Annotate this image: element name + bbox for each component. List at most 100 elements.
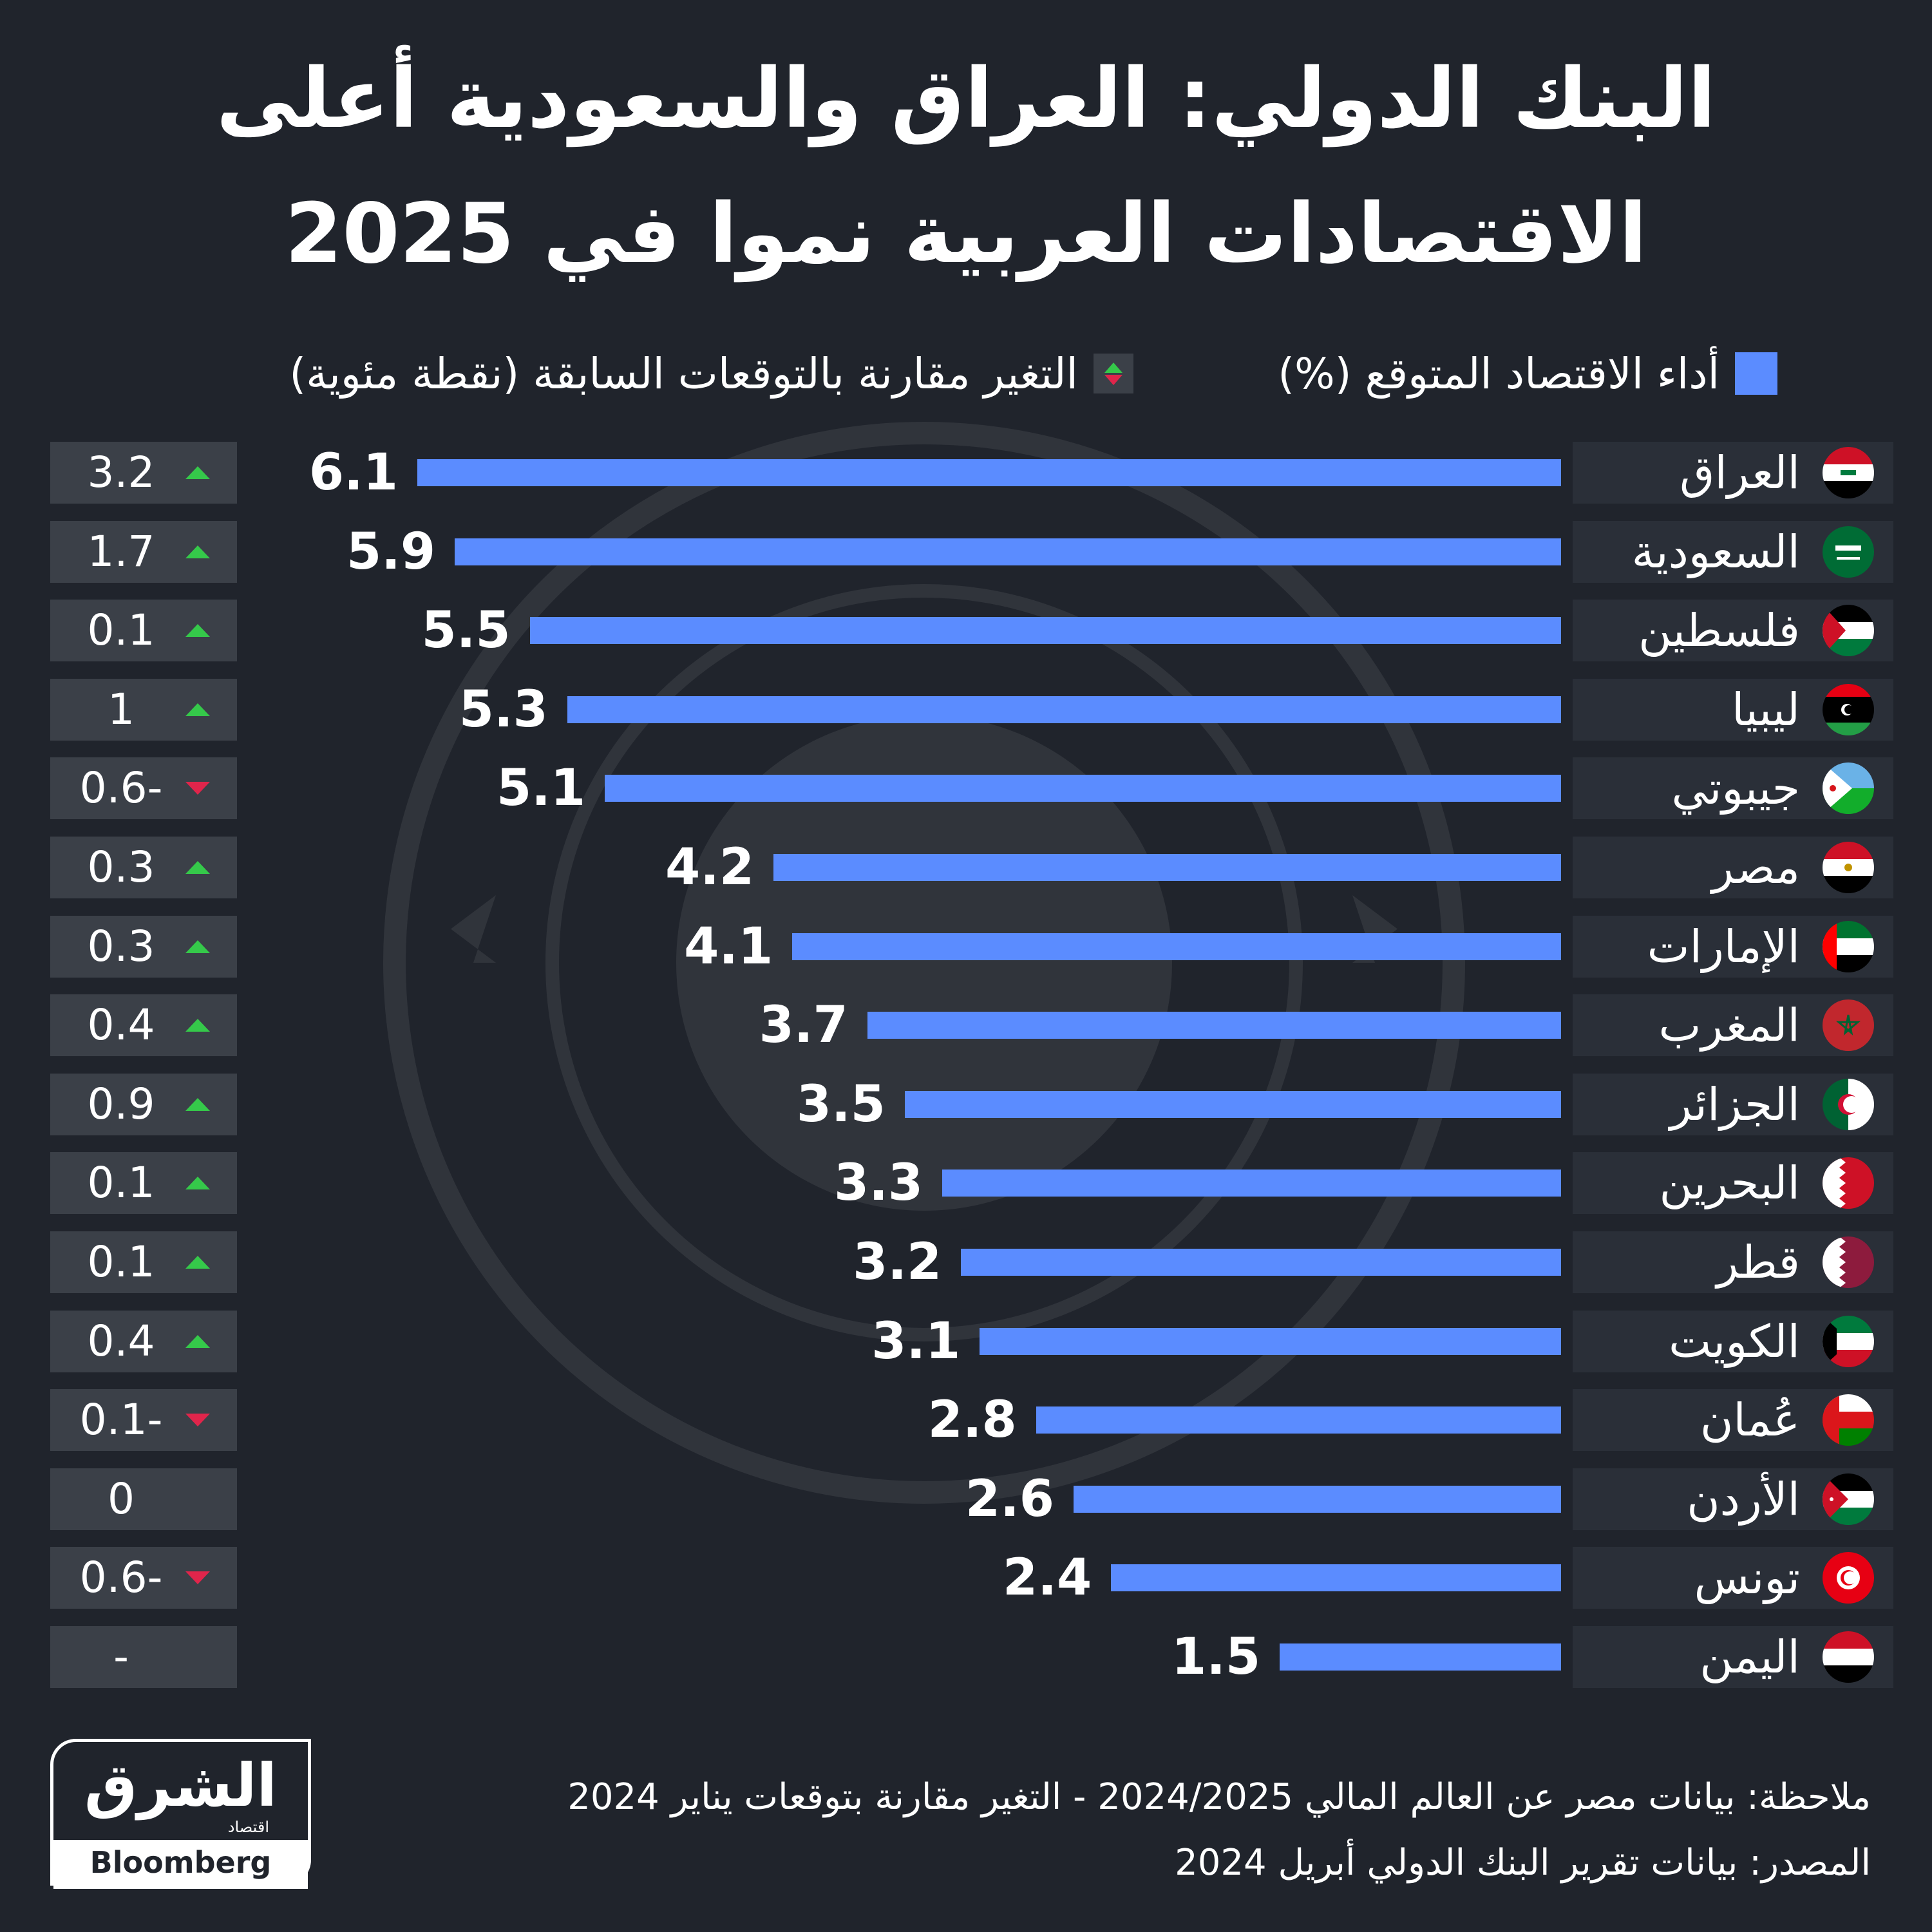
change-value: 0.4 (87, 1316, 155, 1366)
tick-label: الإمارات (1647, 920, 1800, 973)
tick-label: الأردن (1687, 1472, 1800, 1526)
change-cell: 0.3 (50, 915, 237, 978)
chart-title-line-1: البنك الدولي: العراق والسعودية أعلى (216, 51, 1716, 147)
tick-label: اليمن (1700, 1631, 1800, 1683)
tick-label: قطر (1716, 1236, 1800, 1289)
country-row-label: اليمن (1573, 1626, 1893, 1688)
country-row-label: ليبيا (1573, 678, 1893, 741)
country-row-label: تونس (1573, 1547, 1893, 1609)
legend-growth: أداء الاقتصاد المتوقع (%) (1278, 348, 1777, 399)
legend-swatch-bar (1735, 352, 1777, 395)
tick-label: الكويت (1669, 1314, 1800, 1368)
bar (1111, 1564, 1561, 1592)
country-row-label: فلسطين (1573, 600, 1893, 662)
libya-flag-icon (1823, 683, 1874, 735)
country-row-label: مصر (1573, 837, 1893, 898)
change-cell: 1.7 (50, 520, 237, 583)
saudi-flag-icon (1823, 526, 1874, 578)
change-value: 0.1- (79, 1395, 163, 1445)
yemen-flag-icon (1823, 1631, 1874, 1683)
bar (792, 933, 1561, 960)
up-arrow-icon (185, 940, 210, 953)
data-label: 4.2 (665, 838, 755, 896)
djibouti-flag-icon (1823, 762, 1874, 815)
change-value: 0.1 (87, 605, 155, 656)
up-arrow-icon (185, 1334, 210, 1348)
imf-seal-watermark (383, 422, 1465, 1504)
data-label: 5.9 (346, 522, 436, 581)
up-arrow-icon (185, 861, 210, 874)
change-value: 0.1 (87, 1237, 155, 1287)
tick-label: السعودية (1631, 525, 1800, 578)
data-label: 4.1 (684, 917, 773, 976)
bar (567, 696, 1561, 723)
change-cell: 0.1 (50, 600, 237, 662)
change-cell: 0.3 (50, 837, 237, 898)
bar (904, 1090, 1561, 1118)
change-cell: 0.9 (50, 1073, 237, 1135)
down-arrow-icon (185, 1414, 210, 1427)
change-cell: 0.6- (50, 757, 237, 820)
bar (417, 459, 1561, 486)
oman-flag-icon (1823, 1394, 1874, 1446)
uae-flag-icon (1823, 920, 1874, 972)
tick-label: عُمان (1700, 1394, 1800, 1447)
country-row-label: عُمان (1573, 1389, 1893, 1452)
logo-mini-text: اقتصاد (227, 1818, 269, 1836)
tick-label: جيبوتي (1671, 762, 1800, 815)
change-value: 0.3 (87, 921, 155, 971)
change-cell: 1 (50, 678, 237, 741)
jordan-flag-icon (1823, 1473, 1874, 1525)
change-cell: 0.1 (50, 1152, 237, 1215)
iraq-flag-icon (1823, 447, 1874, 498)
change-value: 0.4 (87, 1000, 155, 1050)
bar (1074, 1485, 1561, 1513)
data-label: 5.5 (421, 601, 511, 660)
data-label: 3.3 (834, 1154, 923, 1213)
country-row-label: المغرب (1573, 994, 1893, 1057)
tunisia-flag-icon (1823, 1552, 1874, 1604)
algeria-flag-icon (1823, 1078, 1874, 1130)
up-down-arrows-icon (1094, 354, 1133, 393)
logo-bloomberg-text: Bloomberg (53, 1840, 308, 1889)
down-arrow-icon (185, 782, 210, 795)
change-cell: 0.6- (50, 1547, 237, 1609)
bar (605, 775, 1561, 802)
change-value: 0.6- (79, 1553, 163, 1603)
legend-growth-label: أداء الاقتصاد المتوقع (%) (1278, 348, 1719, 399)
change-value: 3.2 (87, 448, 155, 497)
egypt-flag-icon (1823, 842, 1874, 893)
change-value: - (113, 1632, 129, 1681)
data-label: 2.8 (927, 1391, 1017, 1450)
change-cell: 0 (50, 1468, 237, 1530)
up-arrow-icon (185, 1019, 210, 1032)
chart-title-line-2: الاقتصادات العربية نموا في 2025 (285, 186, 1647, 282)
tick-label: ليبيا (1731, 683, 1800, 736)
legend-change-label: التغير مقارنة بالتوقعات السابقة (نقطة مئ… (289, 348, 1078, 399)
bar (1280, 1643, 1561, 1671)
change-cell: 0.4 (50, 1310, 237, 1372)
bar (455, 538, 1561, 565)
tick-label: فلسطين (1638, 604, 1800, 658)
change-value: 0 (108, 1473, 135, 1524)
asharq-bloomberg-logo: الشرق اقتصاد Bloomberg (50, 1739, 311, 1889)
tick-label: تونس (1694, 1551, 1800, 1605)
change-value: 0.1 (87, 1158, 155, 1208)
data-label: 2.6 (965, 1470, 1055, 1528)
country-row-label: السعودية (1573, 520, 1893, 583)
data-label: 3.2 (853, 1233, 942, 1291)
data-label: 3.7 (759, 996, 848, 1055)
up-arrow-icon (185, 624, 210, 638)
data-label: 2.4 (1003, 1549, 1092, 1607)
data-label: 1.5 (1171, 1628, 1261, 1686)
country-row-label: قطر (1573, 1231, 1893, 1293)
qatar-flag-icon (1823, 1236, 1874, 1288)
change-value: 1.7 (87, 526, 155, 576)
change-value: 0.3 (87, 842, 155, 892)
country-row-label: الأردن (1573, 1468, 1893, 1530)
legend-change: التغير مقارنة بالتوقعات السابقة (نقطة مئ… (289, 348, 1133, 399)
kuwait-flag-icon (1823, 1315, 1874, 1367)
change-cell: 0.1 (50, 1231, 237, 1293)
footnote-source: المصدر: بيانات تقرير البنك الدولي أبريل … (1175, 1842, 1871, 1884)
logo-main-text: الشرق (84, 1751, 278, 1820)
